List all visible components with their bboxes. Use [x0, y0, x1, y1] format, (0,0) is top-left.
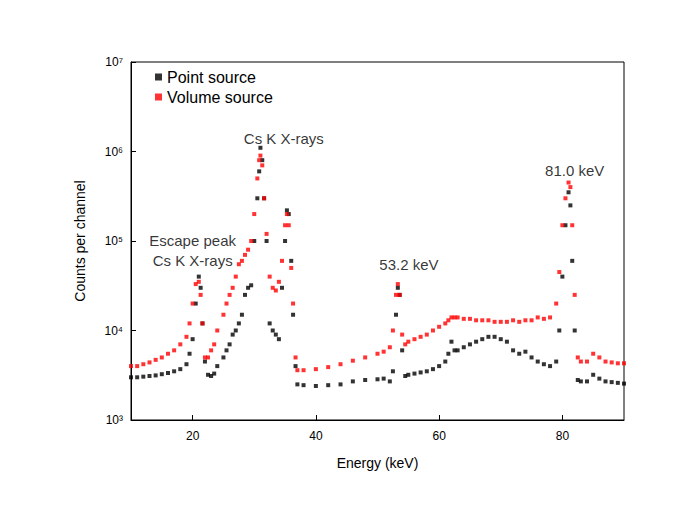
svg-text:10³: 10³: [106, 413, 123, 427]
svg-text:20: 20: [186, 429, 200, 443]
svg-text:80: 80: [556, 429, 570, 443]
svg-text:Cs K X-rays: Cs K X-rays: [244, 130, 324, 147]
svg-text:40: 40: [309, 429, 323, 443]
svg-text:10⁷: 10⁷: [105, 55, 123, 69]
svg-text:53.2 keV: 53.2 keV: [379, 256, 438, 273]
svg-text:Energy (keV): Energy (keV): [337, 455, 419, 471]
svg-text:10⁶: 10⁶: [105, 145, 123, 159]
svg-text:10⁴: 10⁴: [104, 324, 123, 338]
svg-text:Cs K X-rays: Cs K X-rays: [153, 252, 233, 269]
svg-text:81.0 keV: 81.0 keV: [545, 162, 604, 179]
svg-text:60: 60: [432, 429, 446, 443]
svg-text:Escape peak: Escape peak: [149, 232, 236, 249]
svg-text:Volume source: Volume source: [167, 89, 273, 106]
svg-text:Counts per channel: Counts per channel: [72, 180, 88, 301]
svg-text:10⁵: 10⁵: [105, 234, 123, 248]
svg-text:Point source: Point source: [167, 69, 256, 86]
